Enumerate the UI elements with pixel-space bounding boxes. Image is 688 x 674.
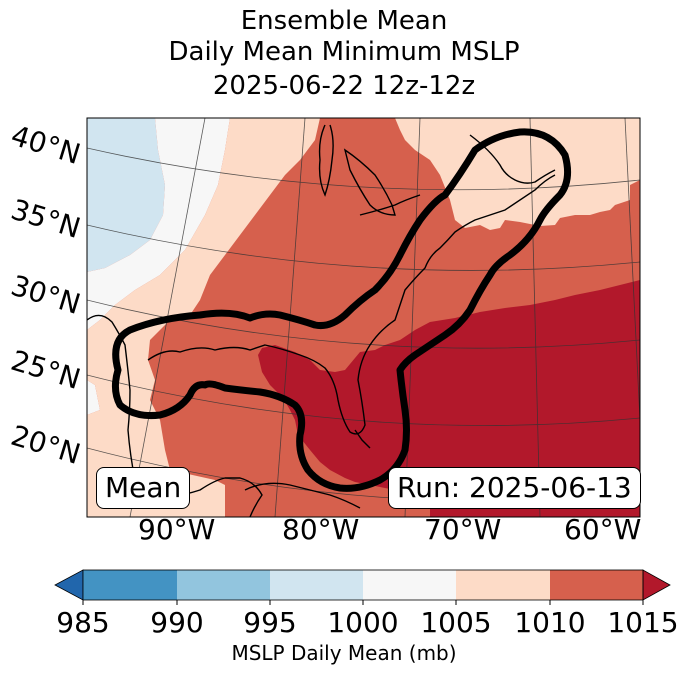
lon-label-90w: 90°W — [138, 513, 216, 546]
mean-label-box: Mean — [96, 467, 191, 509]
colorbar-bin-985-990 — [83, 570, 177, 600]
lon-label-60w: 60°W — [564, 513, 642, 546]
lon-label-70w: 70°W — [424, 513, 502, 546]
colorbar — [54, 569, 671, 605]
colorbar-bin-1000-1005 — [363, 570, 456, 600]
title-line-2: Daily Mean Minimum MSLP — [168, 37, 520, 67]
title-line-3: 2025-06-22 12z-12z — [212, 71, 476, 101]
colorbar-tick-990: 990 — [150, 606, 204, 639]
colorbar-bin-995-1000 — [270, 570, 363, 600]
field-1005-1010-northeast — [395, 118, 640, 230]
colorbar-tick-1005: 1005 — [420, 606, 492, 639]
colorbar-tick-985: 985 — [56, 606, 110, 639]
field-995-1000 — [87, 118, 165, 272]
colorbar-tick-1015: 1015 — [607, 606, 679, 639]
colorbar-tick-995: 995 — [243, 606, 297, 639]
colorbar-bin-1005-1010 — [456, 570, 550, 600]
map-frame — [86, 117, 641, 518]
colorbar-label: MSLP Daily Mean (mb) — [231, 641, 457, 665]
colorbar-tick-1000: 1000 — [327, 606, 399, 639]
field-above-1015-southeast — [258, 280, 640, 517]
colorbar-bin-1010-1015 — [550, 570, 643, 600]
title-line-1: Ensemble Mean — [240, 6, 448, 36]
map-area — [87, 118, 640, 517]
colorbar-bin-990-995 — [177, 570, 270, 600]
run-date-label-box: Run: 2025-06-13 — [388, 467, 641, 509]
contour-1010-line — [111, 128, 572, 492]
colorbar-extend-low — [54, 569, 84, 601]
colorbar-extend-high — [642, 569, 671, 601]
colorbar-tick-1010: 1010 — [514, 606, 586, 639]
lon-label-80w: 80°W — [282, 513, 360, 546]
field-1000-1005 — [87, 118, 230, 415]
